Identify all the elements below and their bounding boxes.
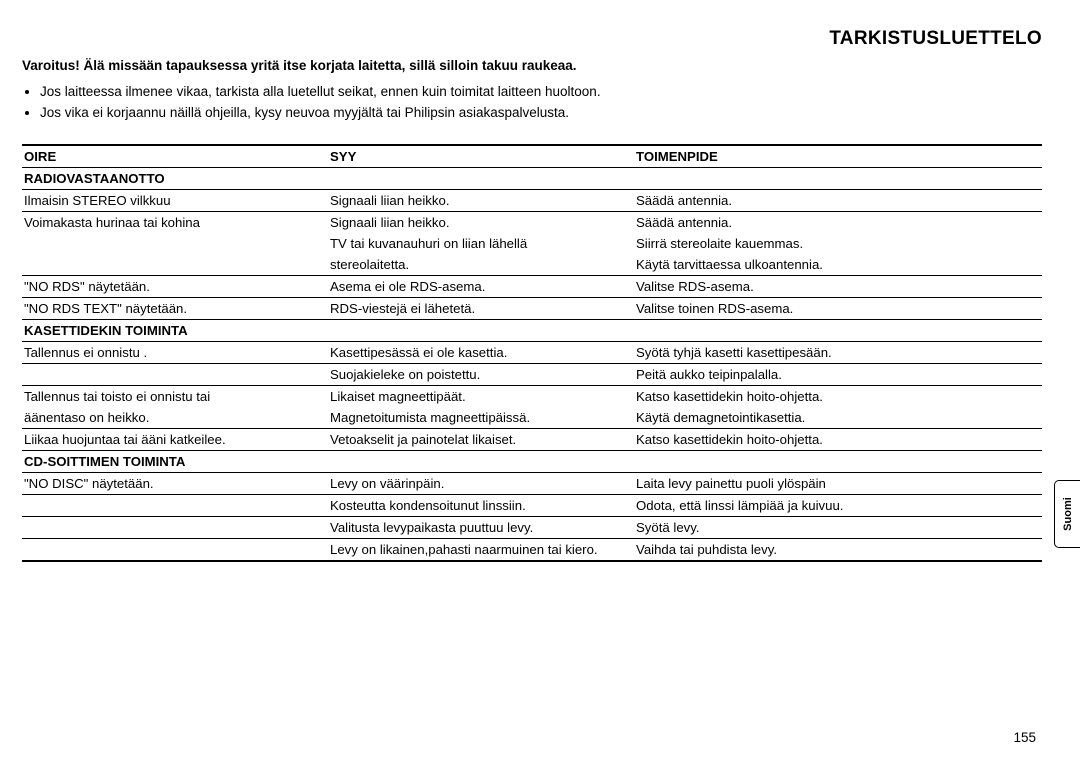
table-cell: Kosteutta kondensoitunut linssiin. [328, 495, 634, 517]
table-cell: "NO DISC" näytetään. [22, 473, 328, 495]
table-cell: Katso kasettidekin hoito-ohjetta. [634, 429, 1042, 451]
table-cell: RDS-viestejä ei lähetetä. [328, 298, 634, 320]
table-cell: Suojakieleke on poistettu. [328, 364, 634, 386]
table-cell: Katso kasettidekin hoito-ohjetta. [634, 386, 1042, 408]
table-cell: Säädä antennia. [634, 212, 1042, 234]
table-cell [22, 495, 328, 517]
table-cell: Levy on likainen,pahasti naarmuinen tai … [328, 539, 634, 562]
section-heading: RADIOVASTAANOTTO [22, 168, 1042, 190]
table-cell: stereolaitetta. [328, 254, 634, 276]
table-cell: Voimakasta hurinaa tai kohina [22, 212, 328, 234]
table-cell: Liikaa huojuntaa tai ääni katkeilee. [22, 429, 328, 451]
table-cell: Valitusta levypaikasta puuttuu levy. [328, 517, 634, 539]
table-cell: Likaiset magneettipäät. [328, 386, 634, 408]
table-cell: Käytä demagnetointikasettia. [634, 407, 1042, 429]
section-heading: CD-SOITTIMEN TOIMINTA [22, 451, 1042, 473]
language-tab: Suomi [1054, 480, 1080, 548]
table-cell: äänentaso on heikko. [22, 407, 328, 429]
table-cell: Odota, että linssi lämpiää ja kuivuu. [634, 495, 1042, 517]
table-cell: Siirrä stereolaite kauemmas. [634, 233, 1042, 254]
table-cell: Kasettipesässä ei ole kasettia. [328, 342, 634, 364]
table-cell: "NO RDS TEXT" näytetään. [22, 298, 328, 320]
page-title: TARKISTUSLUETTELO [829, 28, 1042, 50]
table-cell: Signaali liian heikko. [328, 212, 634, 234]
table-cell: Vetoakselit ja painotelat likaiset. [328, 429, 634, 451]
table-cell: Levy on väärinpäin. [328, 473, 634, 495]
table-cell [22, 233, 328, 254]
table-cell: Valitse toinen RDS-asema. [634, 298, 1042, 320]
table-cell: Käytä tarvittaessa ulkoantennia. [634, 254, 1042, 276]
table-header: SYY [328, 145, 634, 168]
table-cell: Asema ei ole RDS-asema. [328, 276, 634, 298]
warning-text: Varoitus! Älä missään tapauksessa yritä … [22, 58, 1042, 73]
table-cell [22, 517, 328, 539]
table-cell: Laita levy painettu puoli ylöspäin [634, 473, 1042, 495]
bullet-list: Jos laitteessa ilmenee vikaa, tarkista a… [22, 83, 1042, 122]
table-cell [22, 364, 328, 386]
table-cell: Säädä antennia. [634, 190, 1042, 212]
table-cell [22, 539, 328, 562]
table-cell: Syötä levy. [634, 517, 1042, 539]
table-cell: Tallennus tai toisto ei onnistu tai [22, 386, 328, 408]
page-number: 155 [1013, 730, 1036, 745]
table-cell: Valitse RDS-asema. [634, 276, 1042, 298]
table-cell: Signaali liian heikko. [328, 190, 634, 212]
table-cell: Magnetoitumista magneettipäissä. [328, 407, 634, 429]
table-cell: Vaihda tai puhdista levy. [634, 539, 1042, 562]
table-cell: Peitä aukko teipinpalalla. [634, 364, 1042, 386]
bullet-item: Jos laitteessa ilmenee vikaa, tarkista a… [40, 83, 1042, 101]
table-cell: TV tai kuvanauhuri on liian lähellä [328, 233, 634, 254]
table-cell: Tallennus ei onnistu . [22, 342, 328, 364]
table-header: TOIMENPIDE [634, 145, 1042, 168]
language-tab-label: Suomi [1062, 497, 1074, 531]
table-cell: Syötä tyhjä kasetti kasettipesään. [634, 342, 1042, 364]
table-cell [22, 254, 328, 276]
section-heading: KASETTIDEKIN TOIMINTA [22, 320, 1042, 342]
table-header: OIRE [22, 145, 328, 168]
table-cell: "NO RDS" näytetään. [22, 276, 328, 298]
troubleshoot-table: OIRESYYTOIMENPIDERADIOVASTAANOTTOIlmaisi… [22, 144, 1042, 562]
bullet-item: Jos vika ei korjaannu näillä ohjeilla, k… [40, 104, 1042, 122]
table-cell: Ilmaisin STEREO vilkkuu [22, 190, 328, 212]
